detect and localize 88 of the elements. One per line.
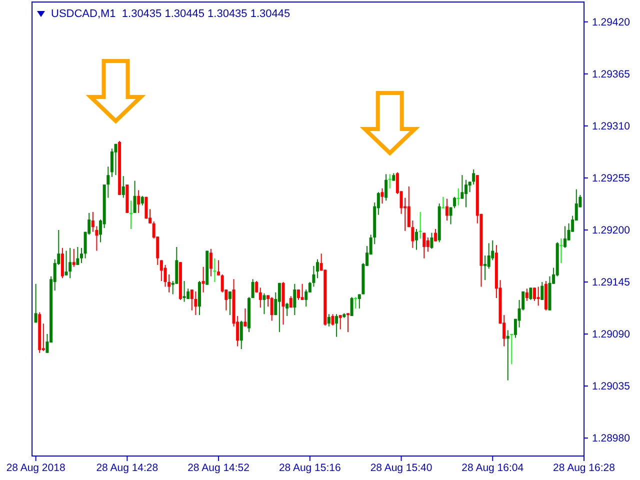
candlestick [244,308,247,327]
candlestick [338,314,342,330]
candlestick [560,238,563,264]
candlestick [536,286,540,306]
candlestick [129,200,132,230]
candlestick [168,274,171,293]
candlestick [525,288,528,302]
candlestick [293,283,296,316]
candlestick [464,179,468,208]
candlestick [327,314,330,327]
candlestick [510,333,514,365]
candlestick [445,198,448,221]
candlestick [384,174,388,202]
candlestick [255,280,258,293]
candlestick [190,289,194,311]
candlestick [64,250,68,276]
candlestick [316,258,320,279]
candlestick [335,314,338,338]
candlestick [434,228,438,242]
candlestick [350,296,354,317]
x-tick-label: 28 Aug 2018 [6,462,66,474]
y-tick-label: 1.29200 [592,224,630,237]
y-tick-label: 1.29420 [592,16,630,29]
x-tick-label: 28 Aug 15:16 [278,462,342,474]
candlestick [213,258,216,282]
y-tick-label: 1.29035 [592,380,630,393]
candlestick [137,190,140,214]
y-tick-label: 1.29145 [592,276,630,289]
candlestick [140,195,144,206]
y-tick-label: 1.29365 [592,68,630,81]
x-tick-label: 28 Aug 15:40 [370,462,432,474]
candlestick [122,176,125,198]
candlestick [426,237,430,252]
candlestick [430,232,434,250]
candlestick [202,266,205,293]
candlestick [487,242,490,270]
candlestick [228,290,232,316]
y-tick-label: 1.28980 [592,432,630,445]
candlestick [76,246,80,266]
y-tick-label: 1.29255 [592,172,630,185]
y-tick-label: 1.29090 [592,328,630,341]
candlestick [540,281,544,300]
candlestick [286,302,289,317]
candlestick [114,143,118,176]
candlestick [262,292,266,315]
candlestick [182,280,186,302]
candlestick [354,296,358,309]
y-tick-label: 1.29310 [592,120,630,133]
candlestick [460,174,464,200]
candlestick [296,289,300,300]
x-tick-label: 28 Aug 16:28 [553,462,616,474]
candlestick [422,232,426,259]
candlestick [133,180,136,214]
candlestick [533,287,536,302]
candlestick [472,168,476,186]
candlestick [194,290,198,316]
candlestick [72,248,76,268]
candlestick [331,314,334,326]
candlestick [300,283,304,300]
x-tick-label: 28 Aug 16:04 [462,462,524,474]
candlestick [529,287,532,300]
candlestick [484,254,487,281]
candlestick [217,260,220,276]
candlestick [209,248,212,277]
candlestick [270,296,274,322]
candlestick [456,188,460,206]
candlestick [258,287,262,308]
candlestick [278,282,281,333]
candlestick [60,247,64,279]
candlestick [164,264,167,288]
candlestick [414,228,418,250]
candlestick [251,278,254,299]
text: USDCAD,M1 1.30435 1.30445 1.30435 1.30445 [51,8,290,20]
candlestick [563,226,566,248]
candlestick [380,188,384,204]
candlestick [240,320,243,350]
candlestick [80,247,83,264]
x-tick-label: 28 Aug 14:28 [96,462,158,474]
x-tick-label: 28 Aug 14:52 [188,462,250,474]
candlestick [282,281,285,326]
candlestick [358,294,361,309]
candlestick [418,211,422,239]
candlestick [110,148,114,178]
candlestick [34,283,38,324]
candlestick [68,247,72,279]
candlestick [346,312,350,333]
candlestick [388,174,392,189]
candlestick [442,196,445,209]
